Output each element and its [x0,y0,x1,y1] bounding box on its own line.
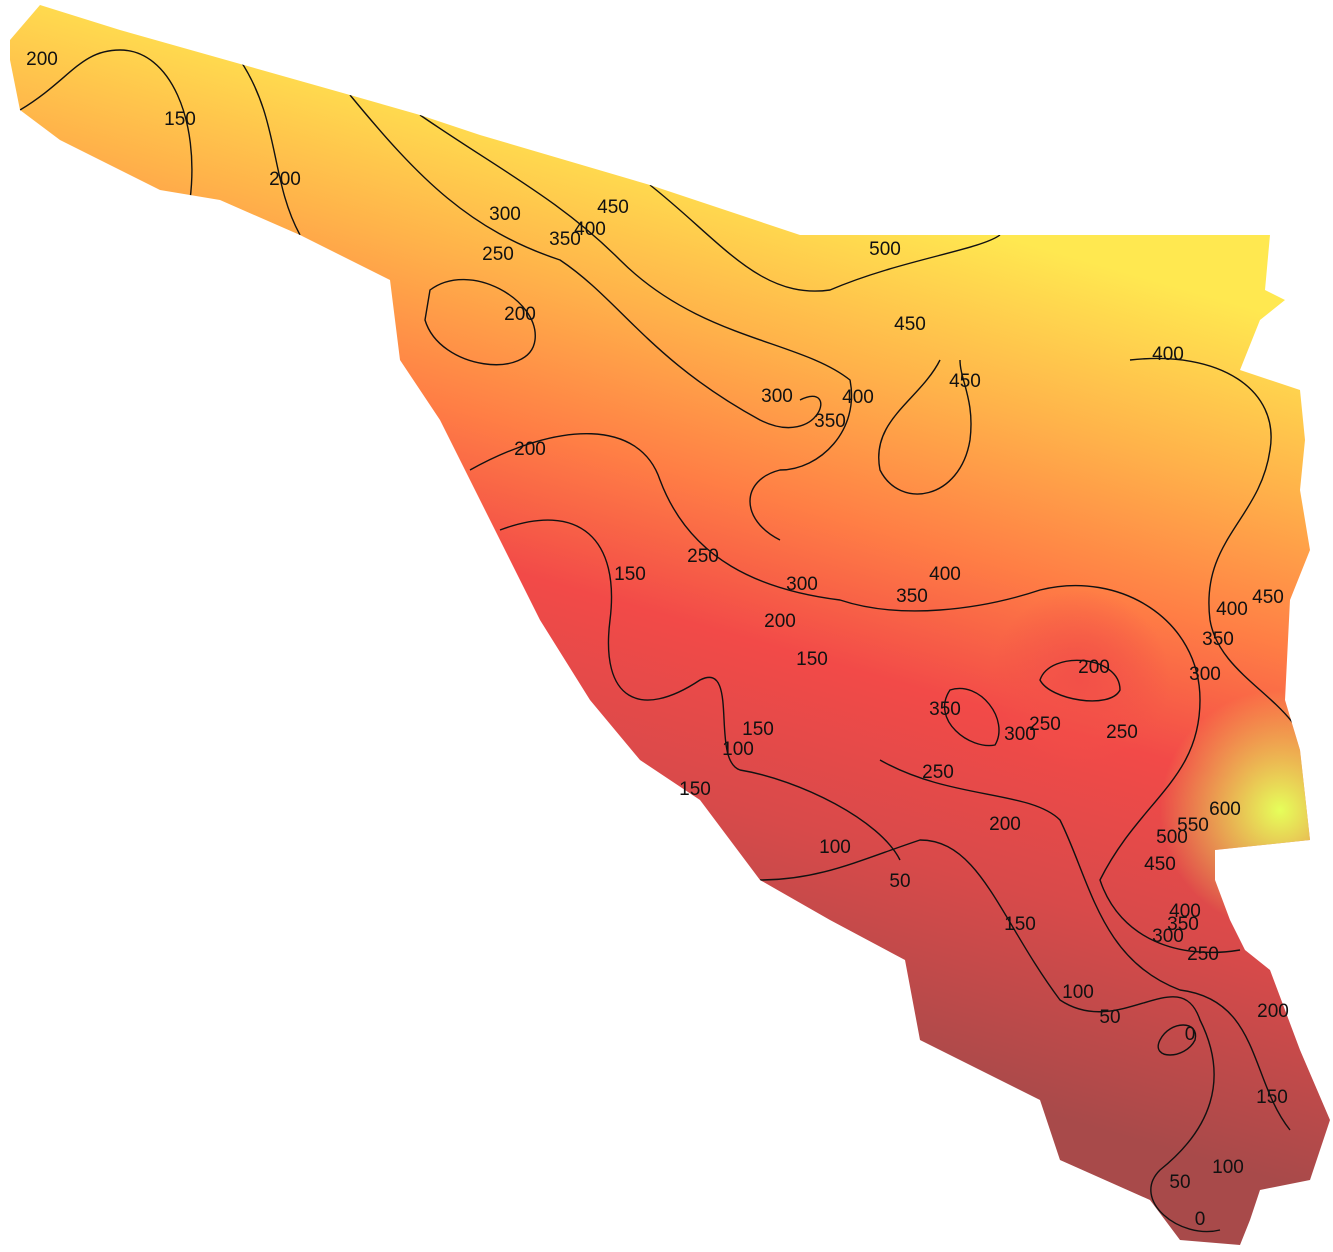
contour-label: 400 [574,219,606,240]
contour-label: 200 [504,304,536,325]
contour-label: 350 [1202,629,1234,650]
contour-label: 450 [1144,854,1176,875]
contour-label: 350 [549,229,581,250]
contour-label: 550 [1177,815,1209,836]
contour-label: 300 [1189,664,1221,685]
contour-label: 150 [614,564,646,585]
contour-label: 150 [1256,1087,1288,1108]
contour-label: 150 [796,649,828,670]
contour-label: 200 [989,814,1021,835]
contour-label: 300 [786,574,818,595]
contour-label: 350 [896,586,928,607]
contour-label: 250 [482,244,514,265]
contour-label: 350 [929,699,961,720]
contour-label: 150 [1004,914,1036,935]
contour-label: 50 [1099,1007,1120,1028]
contour-label: 150 [679,779,711,800]
contour-label: 200 [26,49,58,70]
contour-label: 200 [269,169,301,190]
contour-label: 50 [889,871,910,892]
contour-label: 150 [742,719,774,740]
contour-label: 500 [1156,827,1188,848]
contour-label: 400 [929,564,961,585]
contour-label: 600 [1209,799,1241,820]
contour-label: 450 [894,314,926,335]
contour-label: 350 [814,411,846,432]
contour-label: 300 [1004,724,1036,745]
contour-label: 250 [687,546,719,567]
contour-label: 200 [514,439,546,460]
contour-label: 100 [1212,1157,1244,1178]
contour-label: 450 [597,197,629,218]
contour-label: 150 [164,109,196,130]
contour-label: 400 [1169,901,1201,922]
contour-label: 250 [1029,714,1061,735]
contour-label: 250 [1106,722,1138,743]
contour-label: 200 [1257,1001,1289,1022]
contour-label: 400 [842,387,874,408]
contour-label: 300 [761,386,793,407]
contour-label: 450 [1252,587,1284,608]
contour-label: 300 [489,204,521,225]
contour-label: 100 [722,739,754,760]
contour-label: 200 [1078,657,1110,678]
contour-label: 400 [1152,344,1184,365]
contour-label: 250 [1187,944,1219,965]
contour-label: 400 [1216,599,1248,620]
contour-label: 300 [1152,926,1184,947]
contour-label: 450 [949,371,981,392]
contour-label: 100 [1062,982,1094,1003]
contour-label: 250 [922,762,954,783]
contour-label: 100 [819,837,851,858]
contour-label: 0 [1185,1024,1196,1045]
contour-label: 350 [1167,914,1199,935]
contour-label: 0 [1195,1209,1206,1230]
contour-label: 50 [1169,1172,1190,1193]
contour-label: 200 [764,611,796,632]
contour-label: 500 [869,239,901,260]
